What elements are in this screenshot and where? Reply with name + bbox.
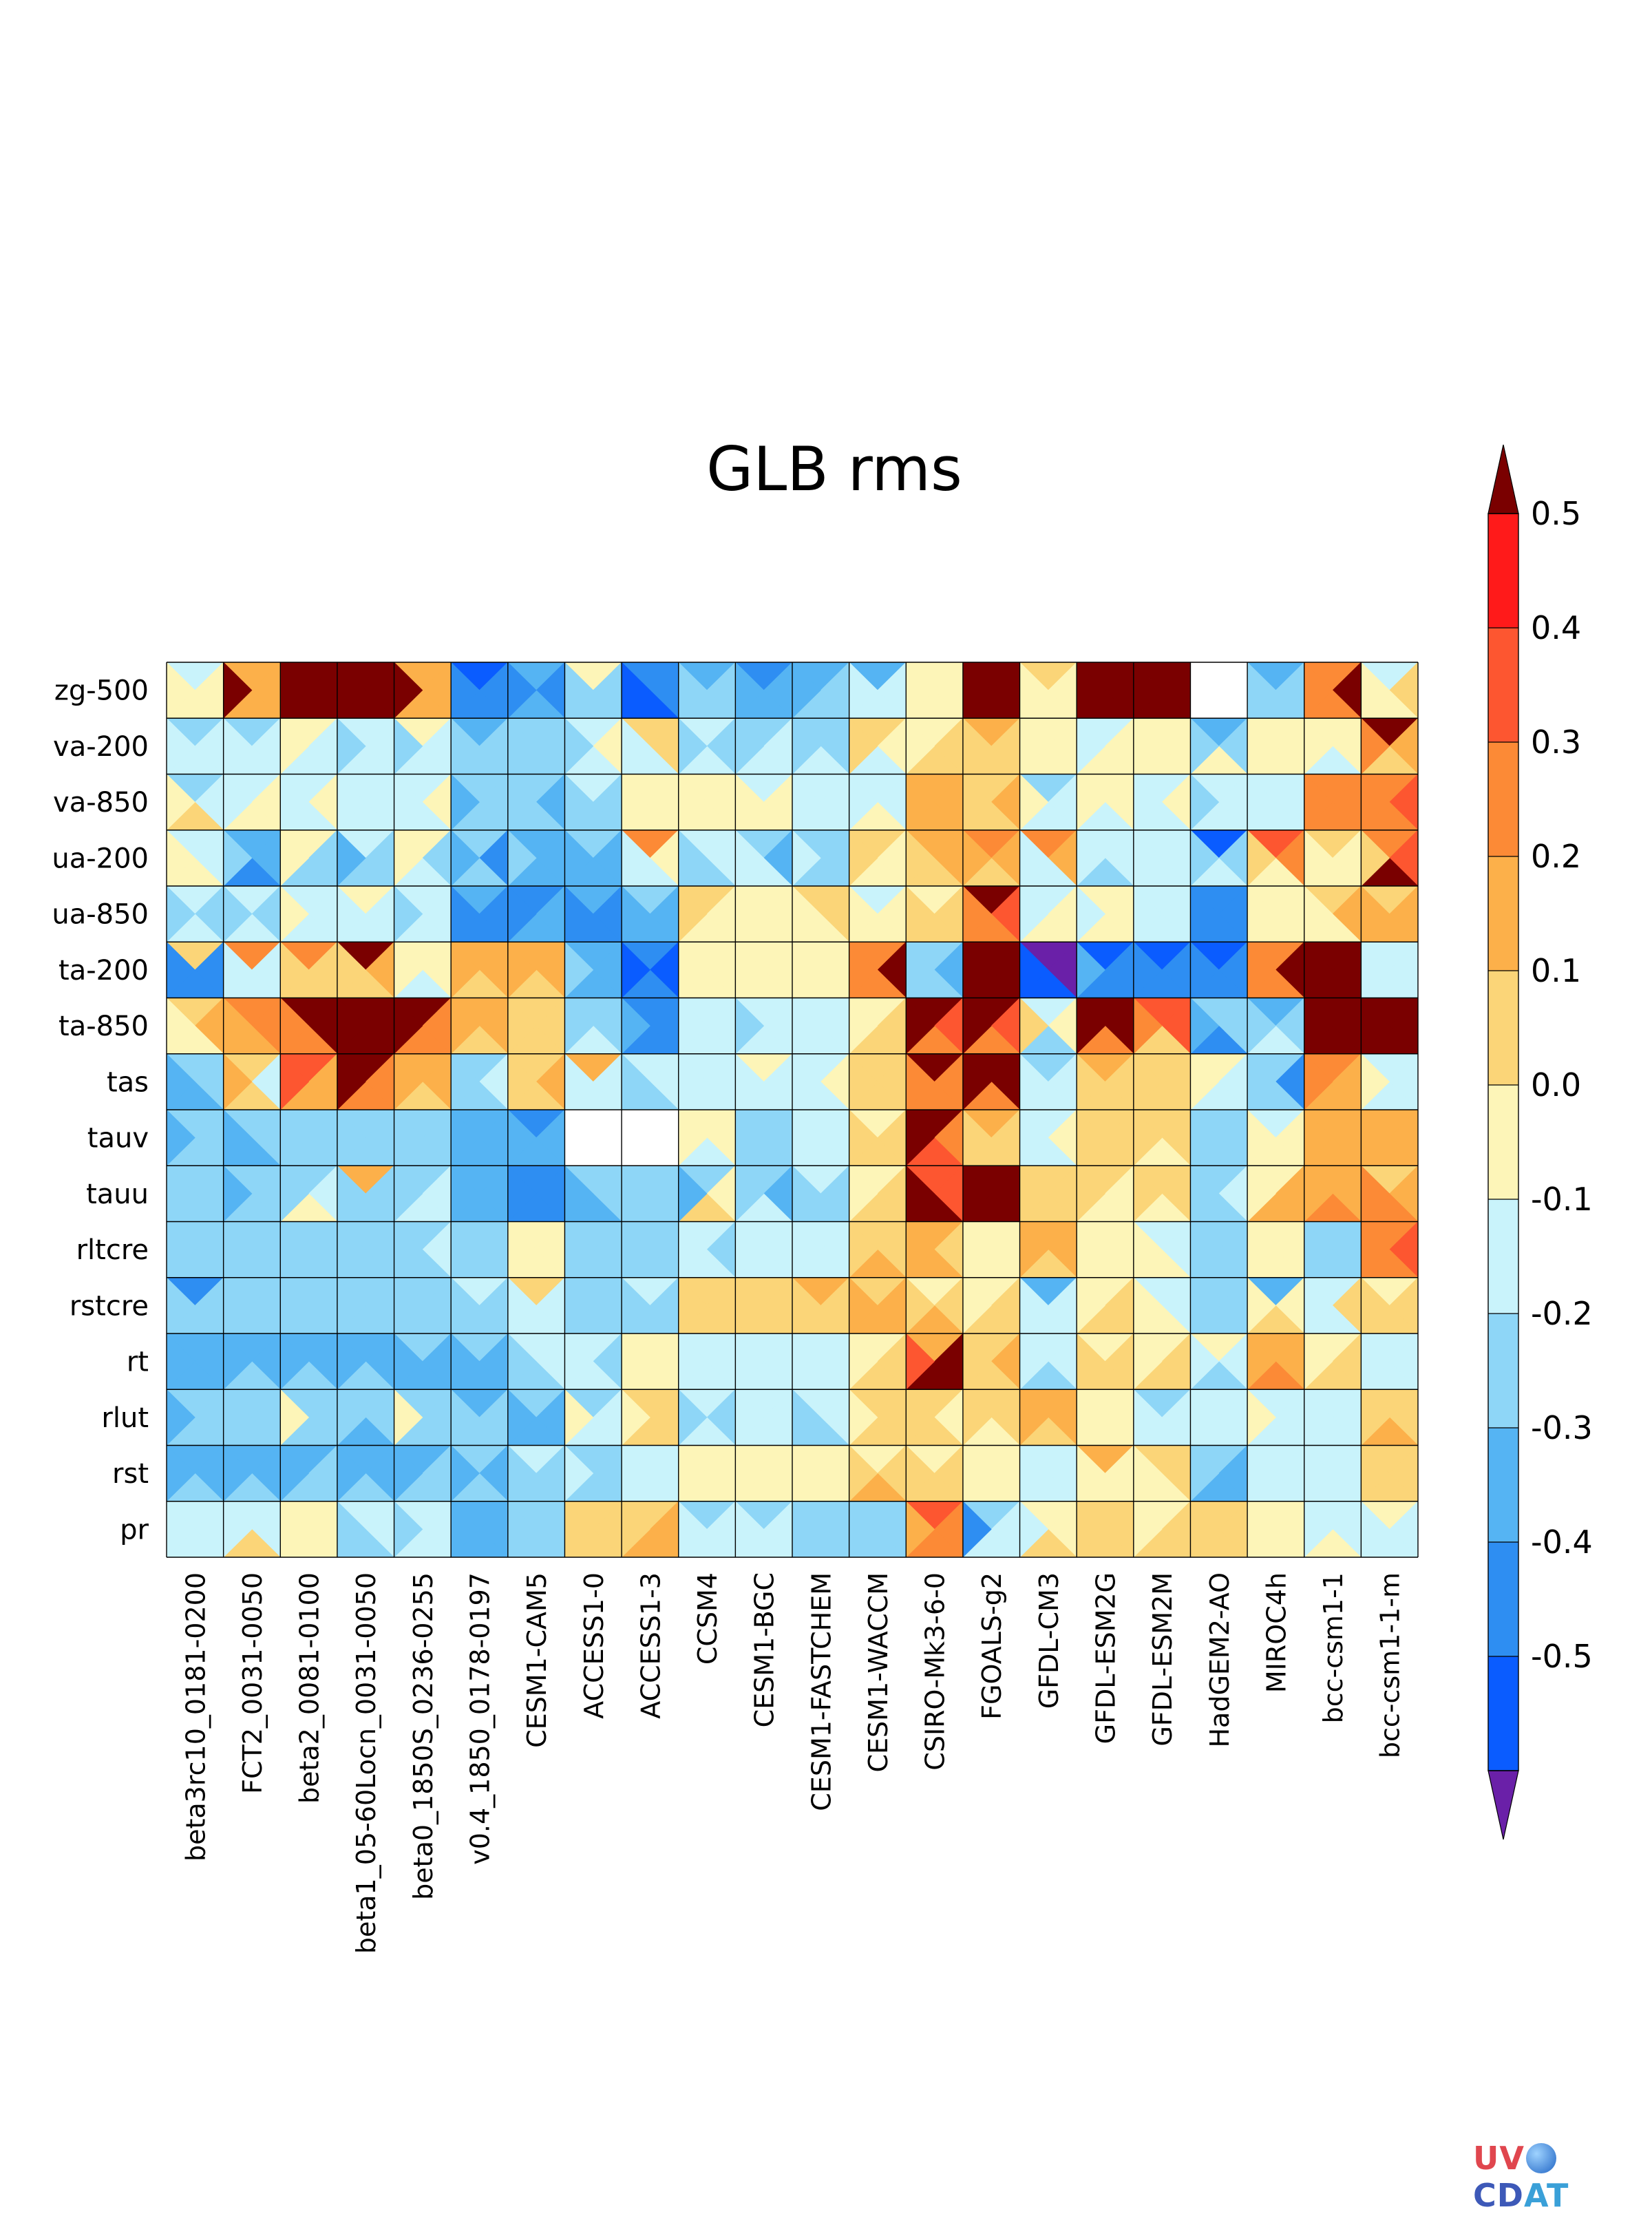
column-label: CCSM4 [692,1572,723,1665]
column-label: FCT2_0031-0050 [237,1572,268,1794]
row-label: rstcre [70,1290,149,1322]
row-label: tauu [86,1179,149,1210]
colorbar-swatch [1488,514,1518,628]
colorbar-swatch [1488,971,1518,1085]
column-label: beta1_05-60Locn_0031-0050 [351,1572,381,1954]
row-label: rt [127,1347,149,1378]
column-label: FGOALS-g2 [977,1572,1007,1720]
column-label: CESM1-FASTCHEM [806,1572,836,1811]
row-label: ta-850 [59,1011,149,1042]
column-label: CESM1-WACCM [863,1572,893,1772]
column-label: beta0_1850S_0236-0255 [408,1572,438,1900]
row-labels: zg-500 va-200 va-850 ua-200 ua-850 ta-200 ta-8… [52,675,149,1546]
column-label: GFDL-ESM2M [1147,1572,1178,1747]
colorbar-swatch [1488,1542,1518,1656]
colorbar-tick-label: -0.2 [1531,1295,1593,1332]
colorbar-swatch [1488,1656,1518,1771]
colorbar-tick-label: 0.4 [1531,609,1581,646]
colorbar-swatch [1488,1428,1518,1542]
logo-text-cd: CD [1473,2177,1524,2214]
colorbar-tick-label: 0.2 [1531,838,1581,875]
row-label: va-200 [53,731,149,763]
colorbar-tick-label: 0.0 [1531,1066,1581,1104]
chart-title: GLB rms [706,434,962,505]
column-label: HadGEM2-AO [1205,1572,1235,1748]
column-label: bcc-csm1-1 [1318,1572,1348,1723]
row-label: rst [112,1458,149,1490]
column-label: CESM1-BGC [750,1572,780,1727]
column-label: CSIRO-Mk3-6-0 [920,1572,951,1771]
colorbar-tick-label: 0.5 [1531,495,1581,532]
column-label: GFDL-CM3 [1034,1572,1064,1709]
colorbar-swatch [1488,856,1518,971]
column-label: v0.4_1850_0178-0197 [465,1572,496,1865]
column-labels: beta3rc10_0181-0200 FCT2_0031-0050 beta2_0… [180,1572,1405,1954]
column-label: CESM1-CAM5 [522,1572,552,1748]
globe-icon [1525,2143,1556,2173]
row-label: zg-500 [54,675,149,707]
colorbar-swatch [1488,742,1518,856]
logo-text-uv: UV [1473,2140,1525,2177]
logo-text-at: AT [1523,2177,1569,2214]
heatmap-grid [166,662,1419,1558]
row-label: rlut [101,1402,149,1434]
column-label: GFDL-ESM2G [1091,1572,1121,1744]
colorbar-frame [1487,513,1519,1771]
colorbar-swatch [1488,1314,1518,1428]
column-label: ACCESS1-0 [579,1572,609,1719]
colorbar-swatch [1488,1199,1518,1314]
colorbar-tick-label: -0.4 [1531,1524,1593,1561]
colorbar-tick-label: 0.3 [1531,724,1581,761]
column-label: MIROC4h [1261,1572,1291,1693]
colorbar-swatch [1488,1085,1518,1199]
colorbar-tick-label: -0.1 [1531,1181,1593,1218]
colorbar-swatch [1488,628,1518,742]
colorbar-under-arrow [1487,1770,1519,1840]
row-label: rltcre [76,1234,149,1266]
colorbar-tick-label: 0.1 [1531,952,1581,989]
row-label: ua-850 [52,899,149,931]
row-label: pr [120,1514,149,1546]
column-label: ACCESS1-3 [635,1572,666,1719]
row-label: tauv [87,1123,149,1155]
colorbar-over-arrow [1487,444,1519,514]
colorbar: 0.5 0.4 0.3 0.2 0.1 0.0 -0.1 -0.2 -0.3 -0.4 -0.5 [1487,444,1593,1840]
row-label: ua-200 [52,843,149,874]
row-label: va-850 [53,787,149,819]
row-label: tas [107,1066,149,1098]
colorbar-tick-label: -0.5 [1531,1638,1593,1675]
colorbar-tick-label: -0.3 [1531,1409,1593,1446]
column-label: bcc-csm1-1-m [1375,1572,1406,1758]
heatmap-cells [166,662,1419,1558]
column-label: beta2_0081-0100 [295,1572,325,1804]
row-label: ta-200 [59,955,149,987]
column-label: beta3rc10_0181-0200 [180,1572,211,1862]
